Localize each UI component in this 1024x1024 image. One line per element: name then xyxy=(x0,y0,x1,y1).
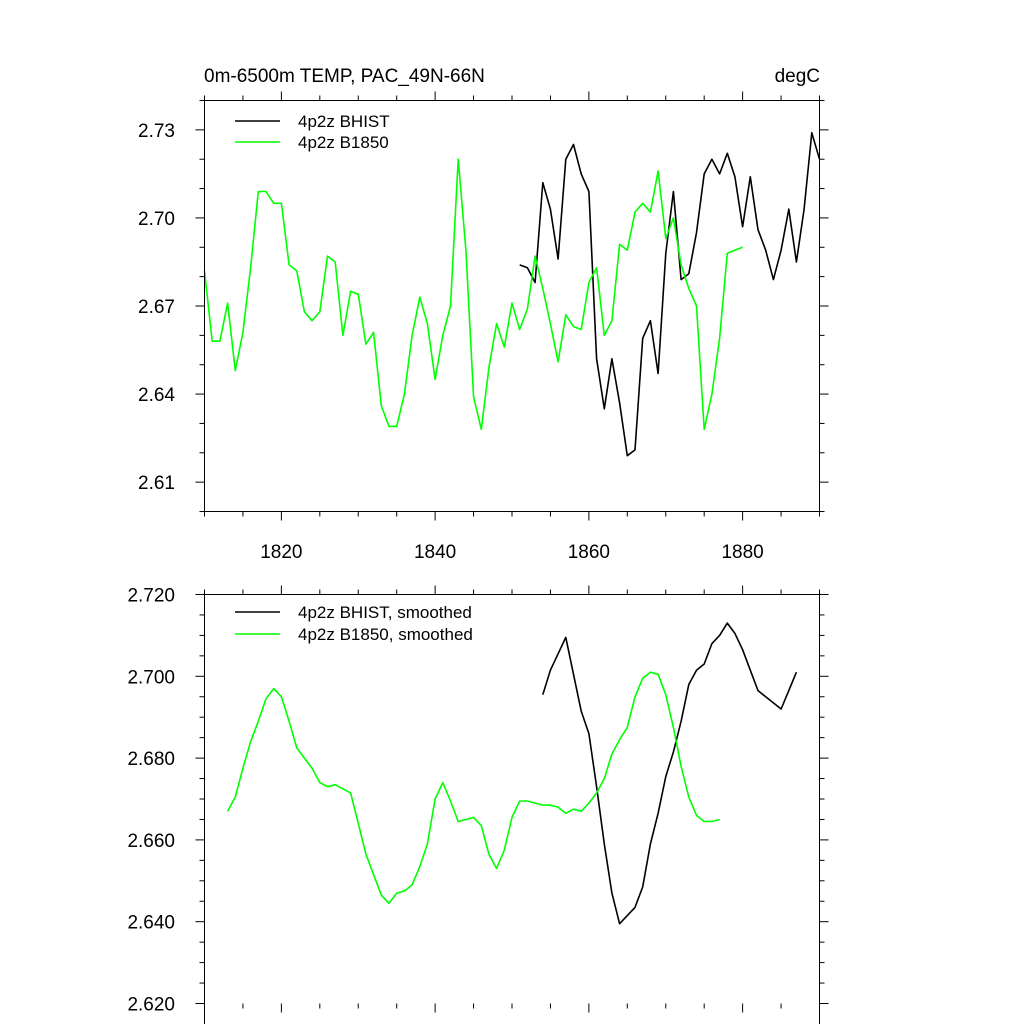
legend-label-b1850: 4p2z B1850 xyxy=(298,133,389,152)
y-tick-label: 2.70 xyxy=(138,209,175,230)
y-tick-label: 2.720 xyxy=(127,586,175,607)
series-group xyxy=(226,622,798,925)
y-tick-label: 2.640 xyxy=(127,913,175,934)
y-tick-label: 2.61 xyxy=(138,473,175,494)
x-tick-label: 1860 xyxy=(568,542,610,563)
x-tick-label: 1820 xyxy=(260,542,302,563)
x-tick-label: 1880 xyxy=(721,542,763,563)
axis-ticks: 1820 1840 1860 1880 2.61 2.64 2.67 2.70 2.73 xyxy=(138,91,829,563)
series-line-b1850 xyxy=(226,671,720,905)
chart-title: 0m-6500m TEMP, PAC_49N-66N xyxy=(204,66,485,87)
series-line-b1850 xyxy=(203,158,743,431)
legend-label-bhist: 4p2z BHIST xyxy=(298,112,390,131)
legend-label-b1850-smoothed: 4p2z B1850, smoothed xyxy=(298,625,473,644)
legend: 4p2z BHIST 4p2z B1850 xyxy=(235,112,390,152)
panel-bottom: 4p2z BHIST, smoothed 4p2z B1850, smoothe… xyxy=(127,585,829,1024)
y-tick-label: 2.660 xyxy=(127,831,175,852)
axis-ticks: 2.620 2.640 2.660 2.680 2.700 2.720 xyxy=(127,585,829,1016)
y-tick-label: 2.73 xyxy=(138,121,175,142)
series-group xyxy=(203,132,821,457)
panel-top: 0m-6500m TEMP, PAC_49N-66N degC 4p2z BHI… xyxy=(138,66,829,563)
y-tick-label: 2.67 xyxy=(138,297,175,318)
y-tick-label: 2.620 xyxy=(127,995,175,1016)
legend: 4p2z BHIST, smoothed 4p2z B1850, smoothe… xyxy=(235,603,473,644)
y-tick-label: 2.64 xyxy=(138,385,175,406)
y-tick-label: 2.680 xyxy=(127,749,175,770)
series-line-bhist xyxy=(542,622,798,925)
y-tick-label: 2.700 xyxy=(127,667,175,688)
x-tick-label: 1840 xyxy=(414,542,456,563)
units-label: degC xyxy=(775,66,820,87)
legend-label-bhist-smoothed: 4p2z BHIST, smoothed xyxy=(298,603,472,622)
plot-frame xyxy=(204,594,820,1024)
series-line-bhist xyxy=(519,132,821,457)
